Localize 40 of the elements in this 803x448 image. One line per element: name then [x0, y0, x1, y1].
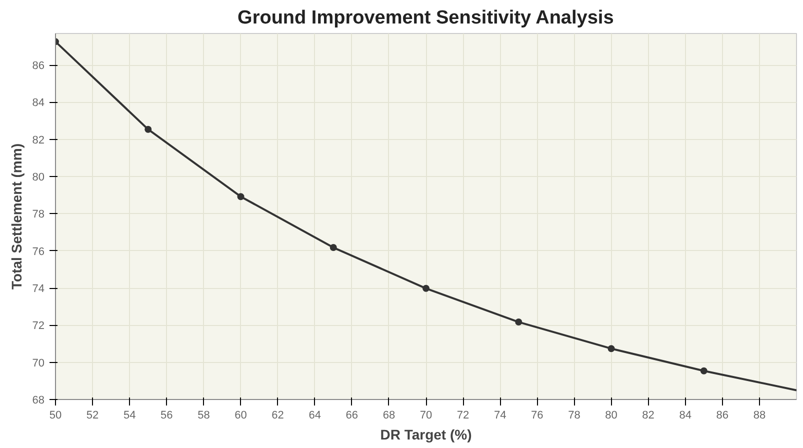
x-tick-label: 54	[123, 410, 136, 422]
y-tick-label: 78	[32, 208, 45, 221]
x-tick-label: 88	[753, 410, 766, 422]
y-tick-label: 72	[32, 320, 45, 332]
x-tick-label: 64	[308, 410, 321, 422]
x-tick-label: 72	[456, 410, 470, 422]
point	[608, 345, 615, 352]
point	[700, 367, 708, 374]
y-tick-label: 74	[32, 283, 45, 296]
point	[422, 284, 430, 292]
x-tick-label: 70	[420, 410, 432, 422]
x-tick-label: 80	[605, 410, 618, 422]
x-tick-label: 52	[86, 410, 99, 422]
x-tick-label: 60	[234, 410, 247, 422]
x-tick-label: 74	[494, 410, 506, 422]
y-tick-label: 76	[32, 246, 45, 258]
x-tick-label: 78	[568, 410, 580, 422]
y-axis-title: Total Settlement (mm)	[8, 144, 24, 290]
x-tick-label: 82	[642, 410, 654, 422]
y-tick-label: 70	[32, 357, 45, 370]
point	[330, 244, 337, 252]
y-tick-label: 86	[32, 60, 45, 72]
x-tick-label: 62	[272, 410, 284, 422]
point	[144, 126, 152, 133]
point	[515, 318, 522, 326]
x-tick-label: 50	[49, 410, 62, 422]
x-tick-label: 86	[716, 410, 729, 422]
y-tick-label: 82	[32, 134, 45, 146]
x-axis-title: DR Target (%)	[380, 426, 472, 442]
y-tick-label: 84	[32, 97, 45, 110]
y-tick-label: 80	[32, 172, 45, 184]
point	[237, 193, 244, 200]
chart-title: Ground Improvement Sensitivity Analysis	[238, 8, 614, 28]
y-tick-label: 68	[32, 394, 45, 406]
x-tick-label: 56	[160, 410, 173, 422]
x-tick-label: 68	[382, 410, 396, 422]
x-tick-label: 58	[198, 410, 210, 422]
x-tick-label: 84	[679, 410, 692, 422]
x-tick-label: 66	[346, 410, 358, 422]
x-tick-label: 76	[531, 410, 544, 422]
